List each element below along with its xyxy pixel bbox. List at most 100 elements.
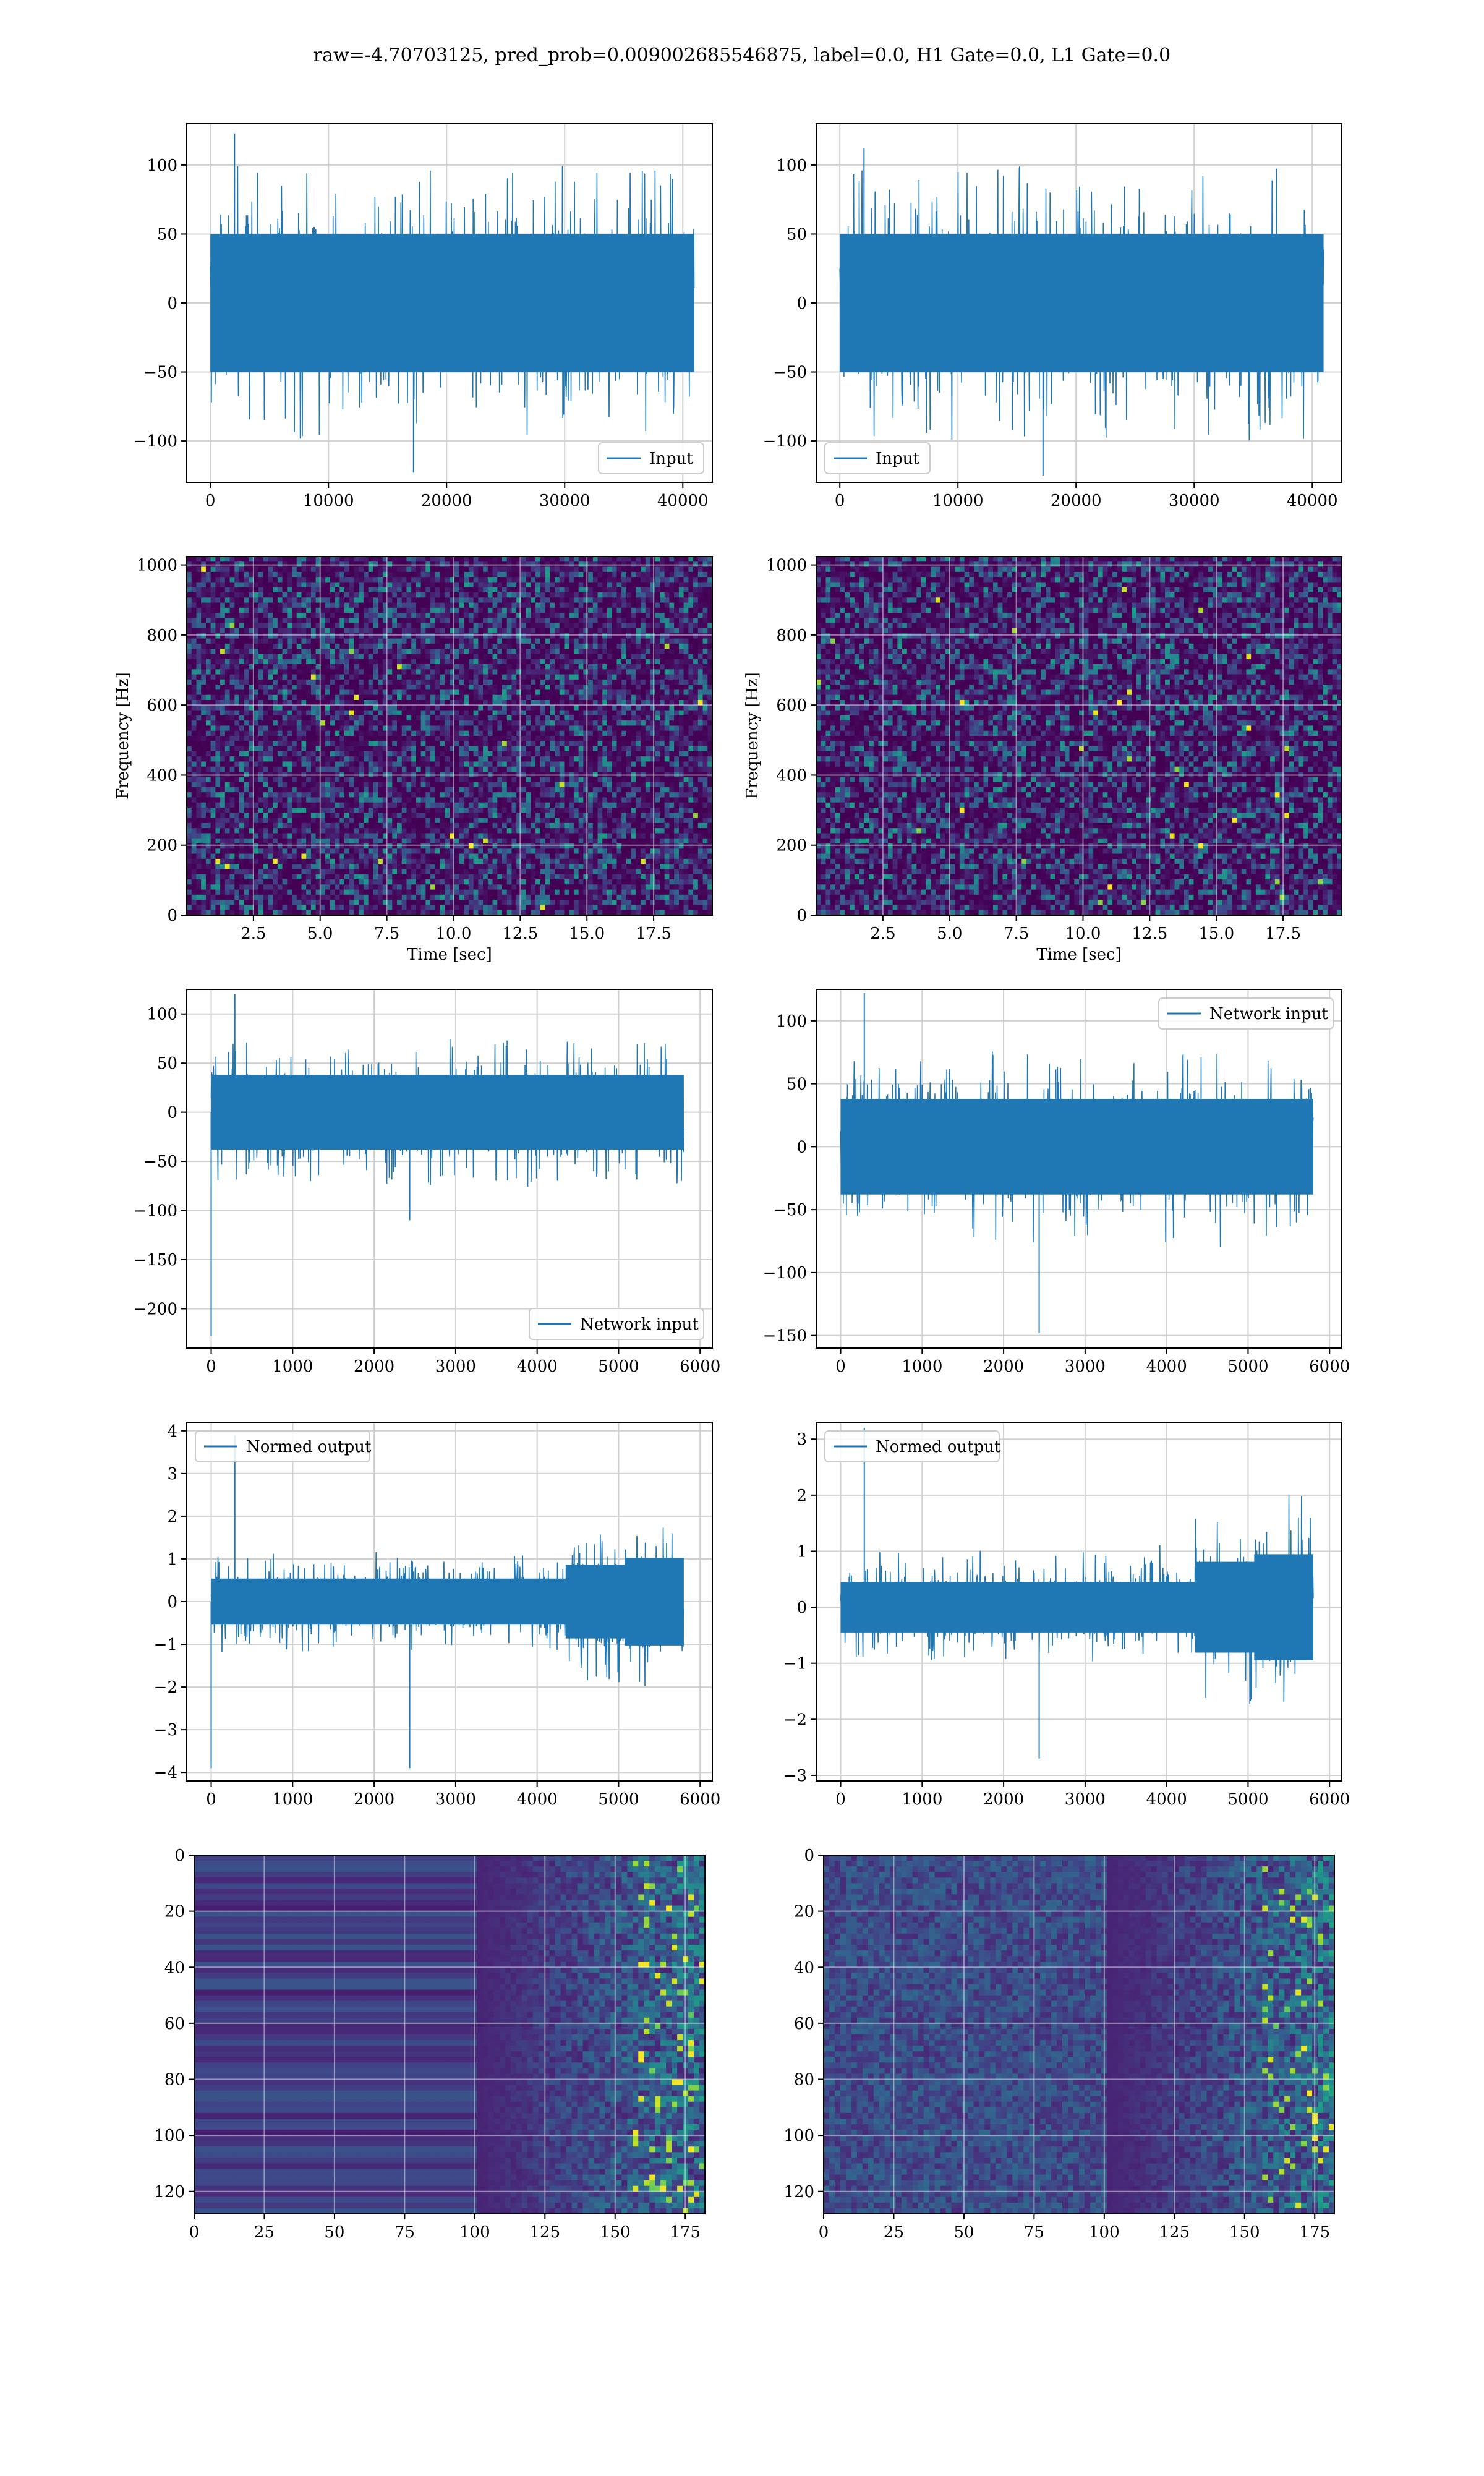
heatmap-cell — [220, 649, 225, 654]
heatmap-cell — [287, 720, 292, 726]
heatmap-cell — [459, 664, 464, 670]
heatmap-cell — [641, 628, 646, 634]
heatmap-cell — [392, 741, 397, 746]
heatmap-cell — [306, 767, 311, 772]
heatmap-cell — [684, 680, 689, 685]
heatmap-cell — [359, 557, 364, 562]
heatmap-cell — [598, 705, 603, 711]
heatmap-cell — [258, 654, 263, 659]
heatmap-cell — [254, 608, 258, 613]
heatmap-cell — [454, 751, 459, 757]
heatmap-cell — [397, 577, 402, 583]
heatmap-cell — [469, 731, 474, 736]
heatmap-cell — [526, 720, 531, 726]
heatmap-cell — [354, 597, 359, 603]
heatmap-cell — [369, 592, 373, 598]
heatmap-cell — [502, 715, 507, 721]
heatmap-cell — [411, 756, 416, 762]
heatmap-cell — [679, 618, 684, 623]
heatmap-cell — [478, 582, 483, 587]
heatmap-cell — [306, 633, 311, 639]
heatmap-cell — [425, 587, 430, 593]
heatmap-cell — [545, 592, 550, 598]
heatmap-cell — [588, 746, 593, 752]
heatmap-cell — [440, 587, 445, 593]
heatmap-cell — [373, 680, 378, 685]
heatmap-cell — [464, 644, 469, 649]
heatmap-cell — [526, 649, 531, 654]
heatmap-cell — [440, 633, 445, 639]
heatmap-cell — [526, 639, 531, 644]
heatmap-cell — [507, 741, 512, 746]
heatmap-cell — [540, 715, 545, 721]
heatmap-cell — [354, 639, 359, 644]
heatmap-cell — [636, 669, 641, 675]
heatmap-cell — [593, 639, 598, 644]
heatmap-cell — [263, 597, 268, 603]
heatmap-cell — [230, 782, 235, 788]
heatmap-cell — [201, 711, 206, 716]
heatmap-cell — [225, 767, 230, 772]
heatmap-cell — [669, 731, 674, 736]
heatmap-cell — [483, 669, 488, 675]
heatmap-cell — [612, 597, 617, 603]
heatmap-cell — [655, 741, 660, 746]
heatmap-cell — [545, 751, 550, 757]
heatmap-cell — [397, 644, 402, 649]
heatmap-cell — [225, 572, 230, 578]
heatmap-cell — [411, 720, 416, 726]
heatmap-cell — [364, 761, 369, 767]
heatmap-cell — [588, 572, 593, 578]
heatmap-cell — [665, 587, 670, 593]
heatmap-cells — [187, 557, 713, 916]
heatmap-cell — [388, 613, 393, 618]
heatmap-cell — [378, 592, 383, 598]
heatmap-cell — [445, 751, 450, 757]
heatmap-cell — [474, 633, 479, 639]
heatmap-cell — [488, 557, 493, 562]
heatmap-cell — [359, 705, 364, 711]
heatmap-cell — [278, 613, 283, 618]
heatmap-cell — [669, 608, 674, 613]
heatmap-cell — [244, 618, 249, 623]
heatmap-cell — [430, 767, 435, 772]
heatmap-cell — [234, 680, 239, 685]
heatmap-cell — [192, 613, 197, 618]
heatmap-cell — [564, 623, 569, 629]
heatmap-cell — [435, 720, 440, 726]
heatmap-cell — [650, 597, 655, 603]
heatmap-cell — [602, 623, 607, 629]
heatmap-cell — [703, 741, 708, 746]
heatmap-cell — [306, 720, 311, 726]
heatmap-cell — [665, 756, 670, 762]
heatmap-cell — [464, 587, 469, 593]
heatmap-cell — [220, 582, 225, 587]
heatmap-cell — [397, 777, 402, 782]
heatmap-cell — [459, 572, 464, 578]
heatmap-cell — [330, 767, 335, 772]
y-tick-label: −50 — [773, 364, 807, 382]
heatmap-cell — [421, 649, 426, 654]
heatmap-cell — [287, 592, 292, 598]
heatmap-cell — [684, 705, 689, 711]
heatmap-cell — [612, 659, 617, 665]
heatmap-cell — [660, 711, 665, 716]
heatmap-cell — [283, 597, 288, 603]
heatmap-cell — [320, 592, 325, 598]
heatmap-cell — [560, 777, 565, 782]
heatmap-cell — [674, 689, 679, 695]
heatmap-cell — [602, 628, 607, 634]
heatmap-cell — [626, 751, 631, 757]
heatmap-cell — [626, 557, 631, 562]
heatmap-cell — [550, 695, 555, 701]
heatmap-cell — [354, 587, 359, 593]
heatmap-cell — [665, 767, 670, 772]
heatmap-cell — [311, 592, 316, 598]
heatmap-cell — [330, 644, 335, 649]
heatmap-cell — [268, 720, 273, 726]
heatmap-cell — [215, 715, 220, 721]
heatmap-cell — [474, 577, 479, 583]
heatmap-cell — [598, 633, 603, 639]
heatmap-cell — [469, 613, 474, 618]
